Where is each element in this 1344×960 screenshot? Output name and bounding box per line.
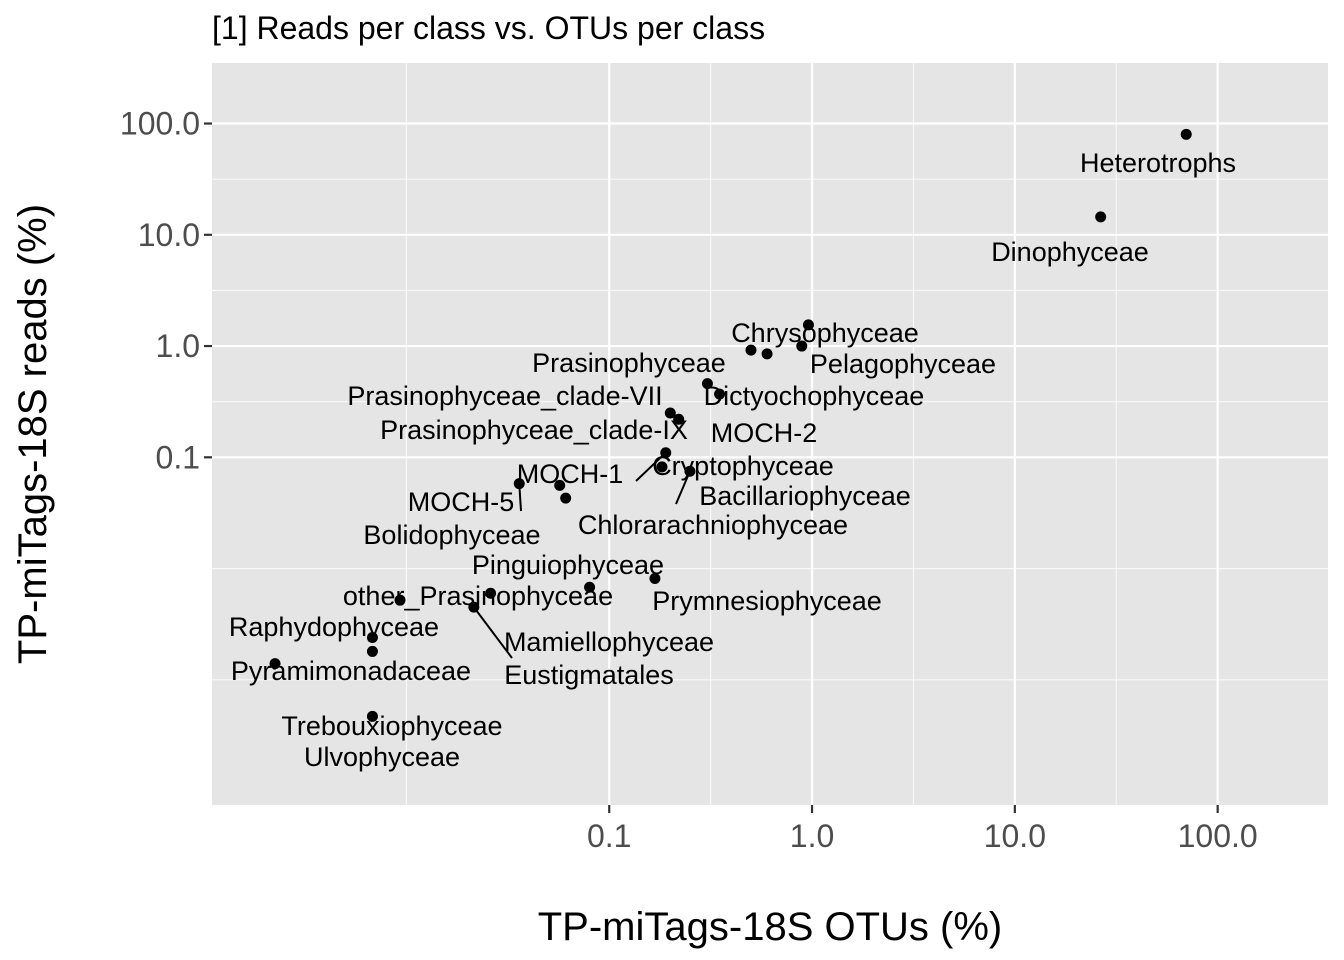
point-label: Heterotrophs xyxy=(1080,148,1236,178)
y-tick-label: 10.0 xyxy=(138,217,200,253)
point-label: other_Prasinophyceae xyxy=(343,581,613,611)
x-axis: 0.1 1.0 10.0 100.0 xyxy=(587,805,1258,854)
point-label: Chrysophyceae xyxy=(731,318,919,348)
point-label: Eustigmatales xyxy=(504,660,674,690)
data-point xyxy=(802,319,814,331)
data-points xyxy=(269,128,1192,722)
point-label: Prasinophyceae_clade-VII xyxy=(347,381,662,411)
data-point xyxy=(366,645,378,657)
point-label: Prasinophyceae xyxy=(532,348,726,378)
point-label: Trebouxiophyceae xyxy=(281,711,502,741)
data-point xyxy=(468,601,480,613)
point-label: Bacillariophyceae xyxy=(699,481,911,511)
y-axis-title: TP-miTags-18S reads (%) xyxy=(11,204,55,664)
point-label: Prasinophyceae_clade-IX xyxy=(380,415,688,445)
point-label: MOCH-1 xyxy=(517,459,624,489)
point-label: Pinguiophyceae xyxy=(472,550,664,580)
x-tick-label: 100.0 xyxy=(1178,818,1258,854)
data-point xyxy=(660,447,672,459)
data-point xyxy=(701,378,713,390)
data-point xyxy=(584,581,596,593)
point-label: Chlorarachniophyceae xyxy=(578,510,848,540)
plot-panel xyxy=(212,63,1328,805)
point-label: Bolidophyceae xyxy=(363,520,540,550)
data-point xyxy=(269,658,281,670)
data-point xyxy=(366,632,378,644)
data-point xyxy=(714,388,726,400)
x-tick-label: 0.1 xyxy=(587,818,631,854)
point-label: Pelagophyceae xyxy=(810,349,996,379)
label-connectors xyxy=(473,451,691,659)
data-point xyxy=(745,344,757,356)
data-point xyxy=(560,492,572,504)
point-label: MOCH-5 xyxy=(408,487,515,517)
x-tick-label: 1.0 xyxy=(790,818,834,854)
data-point xyxy=(796,340,808,352)
major-grid xyxy=(212,63,1328,805)
label-connector xyxy=(675,470,691,505)
data-point xyxy=(366,710,378,722)
x-axis-title: TP-miTags-18S OTUs (%) xyxy=(538,905,1003,949)
y-tick-label: 100.0 xyxy=(120,106,200,142)
data-point xyxy=(513,478,525,490)
data-point xyxy=(684,465,696,477)
label-connector xyxy=(473,606,513,659)
data-point xyxy=(485,587,497,599)
label-connector xyxy=(635,451,667,482)
point-label: Mamiellophyceae xyxy=(504,627,714,657)
point-label: Dinophyceae xyxy=(991,237,1149,267)
y-tick-label: 1.0 xyxy=(156,328,200,364)
point-label: MOCH-2 xyxy=(711,418,818,448)
y-tick-label: 0.1 xyxy=(156,439,200,475)
x-tick-label: 10.0 xyxy=(984,818,1046,854)
point-label: Cryptophyceae xyxy=(652,451,834,481)
data-point xyxy=(761,348,773,360)
y-axis: 0.1 1.0 10.0 100.0 xyxy=(120,106,212,475)
point-label: Pyramimonadaceae xyxy=(231,656,471,686)
chart-title: [1] Reads per class vs. OTUs per class xyxy=(212,10,765,46)
point-label: Dictyochophyceae xyxy=(704,381,925,411)
data-point xyxy=(554,479,566,491)
point-labels: Heterotrophs Dinophyceae ChrysophyceaePela… xyxy=(229,148,1236,772)
data-point xyxy=(673,413,685,425)
data-point xyxy=(656,461,668,473)
point-label: Raphydophyceae xyxy=(229,612,439,642)
minor-grid xyxy=(212,63,1328,805)
data-point xyxy=(649,572,661,584)
data-point xyxy=(664,407,676,419)
data-point xyxy=(1095,211,1107,223)
data-point xyxy=(394,594,406,606)
point-label: Prymnesiophyceae xyxy=(652,586,882,616)
data-point xyxy=(1180,128,1192,140)
point-label: Ulvophyceae xyxy=(304,742,460,772)
